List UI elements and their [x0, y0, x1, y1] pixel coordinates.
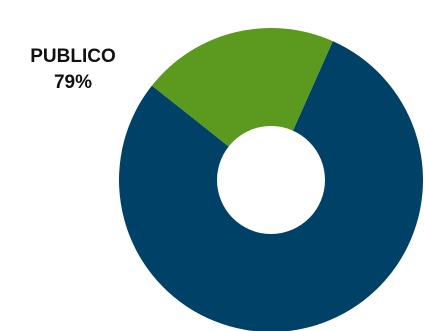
donut-hole — [217, 126, 325, 234]
slice-label-name: PUBLICO — [30, 46, 116, 67]
slice-label-publico: PUBLICO 79% — [13, 44, 133, 96]
slice-label-percent: 79% — [53, 72, 93, 93]
